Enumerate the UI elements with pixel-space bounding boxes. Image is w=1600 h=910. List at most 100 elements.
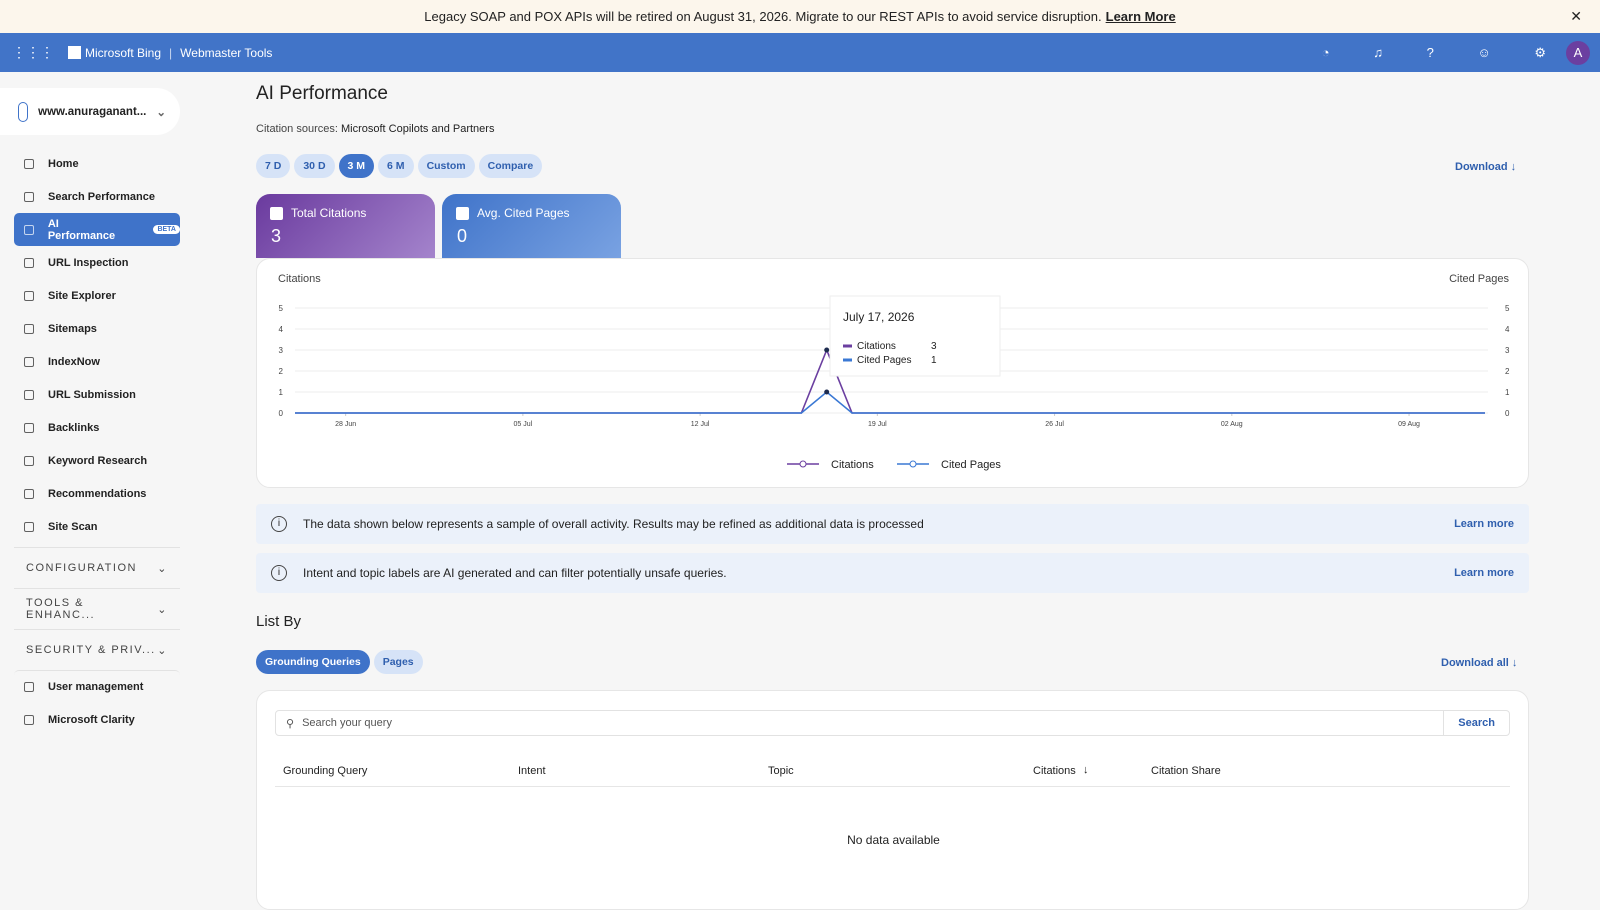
y2-tick-label: 0 [1505, 409, 1510, 418]
nav-item[interactable]: Site Explorer [14, 279, 180, 312]
column-header[interactable]: Topic [768, 765, 794, 777]
avatar[interactable]: A [1566, 40, 1590, 65]
column-header[interactable]: Citation Share [1151, 765, 1221, 777]
beta-badge: BETA [153, 225, 180, 234]
banner: Legacy SOAP and POX APIs will be retired… [0, 0, 1600, 33]
nav-icon [24, 422, 34, 433]
legend-label: Citations [831, 459, 874, 471]
nav-group[interactable]: TOOLS & ENHANC... ⌄ [14, 588, 180, 629]
checkbox[interactable] [456, 206, 469, 220]
nav-item[interactable]: Keyword Research [14, 444, 180, 477]
group-label: CONFIGURATION [26, 562, 137, 574]
topbar: ⋮⋮⋮ Microsoft Bing | Webmaster Tools ◔ ♫… [0, 33, 1600, 72]
metric-head: Total Citations [270, 206, 421, 220]
nav-group[interactable]: SECURITY & PRIV... ⌄ [14, 629, 180, 670]
nav-item[interactable]: IndexNow [14, 345, 180, 378]
nav-item[interactable]: Microsoft Clarity [14, 703, 180, 736]
site-selector[interactable]: www.anuraganant... ⌄ [0, 88, 180, 135]
product[interactable]: Webmaster Tools [180, 45, 273, 60]
x-tick-label: 09 Aug [1398, 421, 1420, 428]
nav-label: Backlinks [48, 421, 100, 434]
nav-item[interactable]: Recommendations [14, 477, 180, 510]
close-icon[interactable]: ✕ [1570, 8, 1582, 24]
x-tick-label: 28 Jun [335, 421, 356, 428]
column-header[interactable]: Intent [518, 765, 546, 777]
notice-text: Intent and topic labels are AI generated… [303, 566, 727, 580]
x-tick-label: 19 Jul [868, 421, 887, 428]
toolbar-icons[interactable]: ◔ ♫ ? ☺ ⚙ [1321, 44, 1566, 60]
range-pill[interactable]: 30 D [294, 154, 335, 178]
list-tab[interactable]: Pages [373, 650, 423, 674]
chevron: ⌄ [157, 562, 168, 575]
chevron: ⌄ [157, 603, 168, 616]
nav-icon [24, 224, 34, 235]
range-pill[interactable]: Custom [417, 154, 475, 178]
checkbox[interactable] [270, 206, 283, 220]
range-pill[interactable]: 6 M [378, 154, 414, 178]
metric-card[interactable]: Total Citations 3 [256, 194, 435, 258]
range-pill[interactable]: Compare [478, 154, 543, 178]
download[interactable]: Download ↓ [1455, 161, 1517, 173]
sources-label: Citation sources: [256, 123, 338, 135]
hover-point [824, 347, 830, 353]
metric-value: 3 [271, 226, 282, 246]
nav-item[interactable]: Home [14, 147, 180, 180]
legend-label: Cited Pages [941, 459, 1001, 471]
nav-item[interactable]: AI Performance BETA [14, 213, 180, 246]
nav-item[interactable]: User management [14, 670, 180, 703]
download-all[interactable]: Download all ↓ [1441, 657, 1518, 669]
nav-item[interactable]: Sitemaps [14, 312, 180, 345]
nav-group[interactable]: CONFIGURATION ⌄ [14, 547, 180, 588]
nav-label: Microsoft Clarity [48, 713, 135, 726]
nav-item[interactable]: Backlinks [14, 411, 180, 444]
y-tick-label: 2 [279, 367, 284, 376]
tooltip-value: 1 [931, 355, 937, 366]
search-input[interactable]: Search your query [302, 717, 392, 729]
notice-text: The data shown below represents a sample… [303, 517, 924, 531]
app-launcher[interactable]: ⋮⋮⋮ [12, 44, 54, 60]
nav-item[interactable]: Site Scan [14, 510, 180, 543]
metric-card[interactable]: Avg. Cited Pages 0 [442, 194, 621, 258]
sidebar: www.anuraganant... ⌄ Home Search Performan… [0, 72, 194, 900]
banner-text: Legacy SOAP and POX APIs will be retired… [424, 9, 1102, 24]
nav-icon [24, 682, 34, 692]
x-tick-label: 02 Aug [1221, 421, 1243, 428]
table-header: Grounding Query Intent Topic Citations ↓ Cita… [275, 755, 1510, 787]
sources-value: Microsoft Copilots and Partners [341, 123, 495, 135]
y-axis-title: Citations [278, 273, 321, 285]
nav-icon [24, 323, 34, 334]
list-tab[interactable]: Grounding Queries [256, 650, 370, 674]
brand[interactable]: Microsoft Bing [85, 45, 162, 60]
list-by-title: List By [256, 613, 302, 630]
nav-icon [24, 488, 34, 499]
nav-item[interactable]: URL Inspection [14, 246, 180, 279]
nav-label: Site Scan [48, 520, 98, 533]
x-tick-label: 26 Jul [1045, 421, 1064, 428]
nav-label: Search Performance [48, 190, 155, 203]
notice-link[interactable]: Learn more [1454, 518, 1514, 530]
notice-link[interactable]: Learn more [1454, 567, 1514, 579]
nav-item[interactable]: URL Submission [14, 378, 180, 411]
y2-axis-title: Cited Pages [1449, 273, 1509, 285]
x-tick-label: 12 Jul [691, 421, 710, 428]
y-tick-label: 3 [279, 346, 284, 355]
nav-item[interactable]: Search Performance [14, 180, 180, 213]
search-button[interactable]: Search [1443, 711, 1509, 735]
download-label: Download [1455, 161, 1508, 173]
nav-icon [24, 158, 34, 169]
column-header[interactable]: Citations [1033, 765, 1076, 777]
column-header[interactable]: Grounding Query [283, 765, 368, 777]
range-pill[interactable]: 3 M [338, 154, 375, 178]
metric-value: 0 [457, 226, 468, 246]
list-tabs: Grounding Queries Pages [256, 650, 427, 674]
metric-head: Avg. Cited Pages [456, 206, 607, 220]
range-pill[interactable]: 7 D [256, 154, 291, 178]
banner-link[interactable]: Learn More [1105, 9, 1176, 24]
notice: i Intent and topic labels are AI generate… [256, 553, 1529, 593]
nav-icon [24, 714, 34, 725]
nav-label: URL Inspection [48, 256, 129, 269]
nav-icon [24, 455, 34, 466]
